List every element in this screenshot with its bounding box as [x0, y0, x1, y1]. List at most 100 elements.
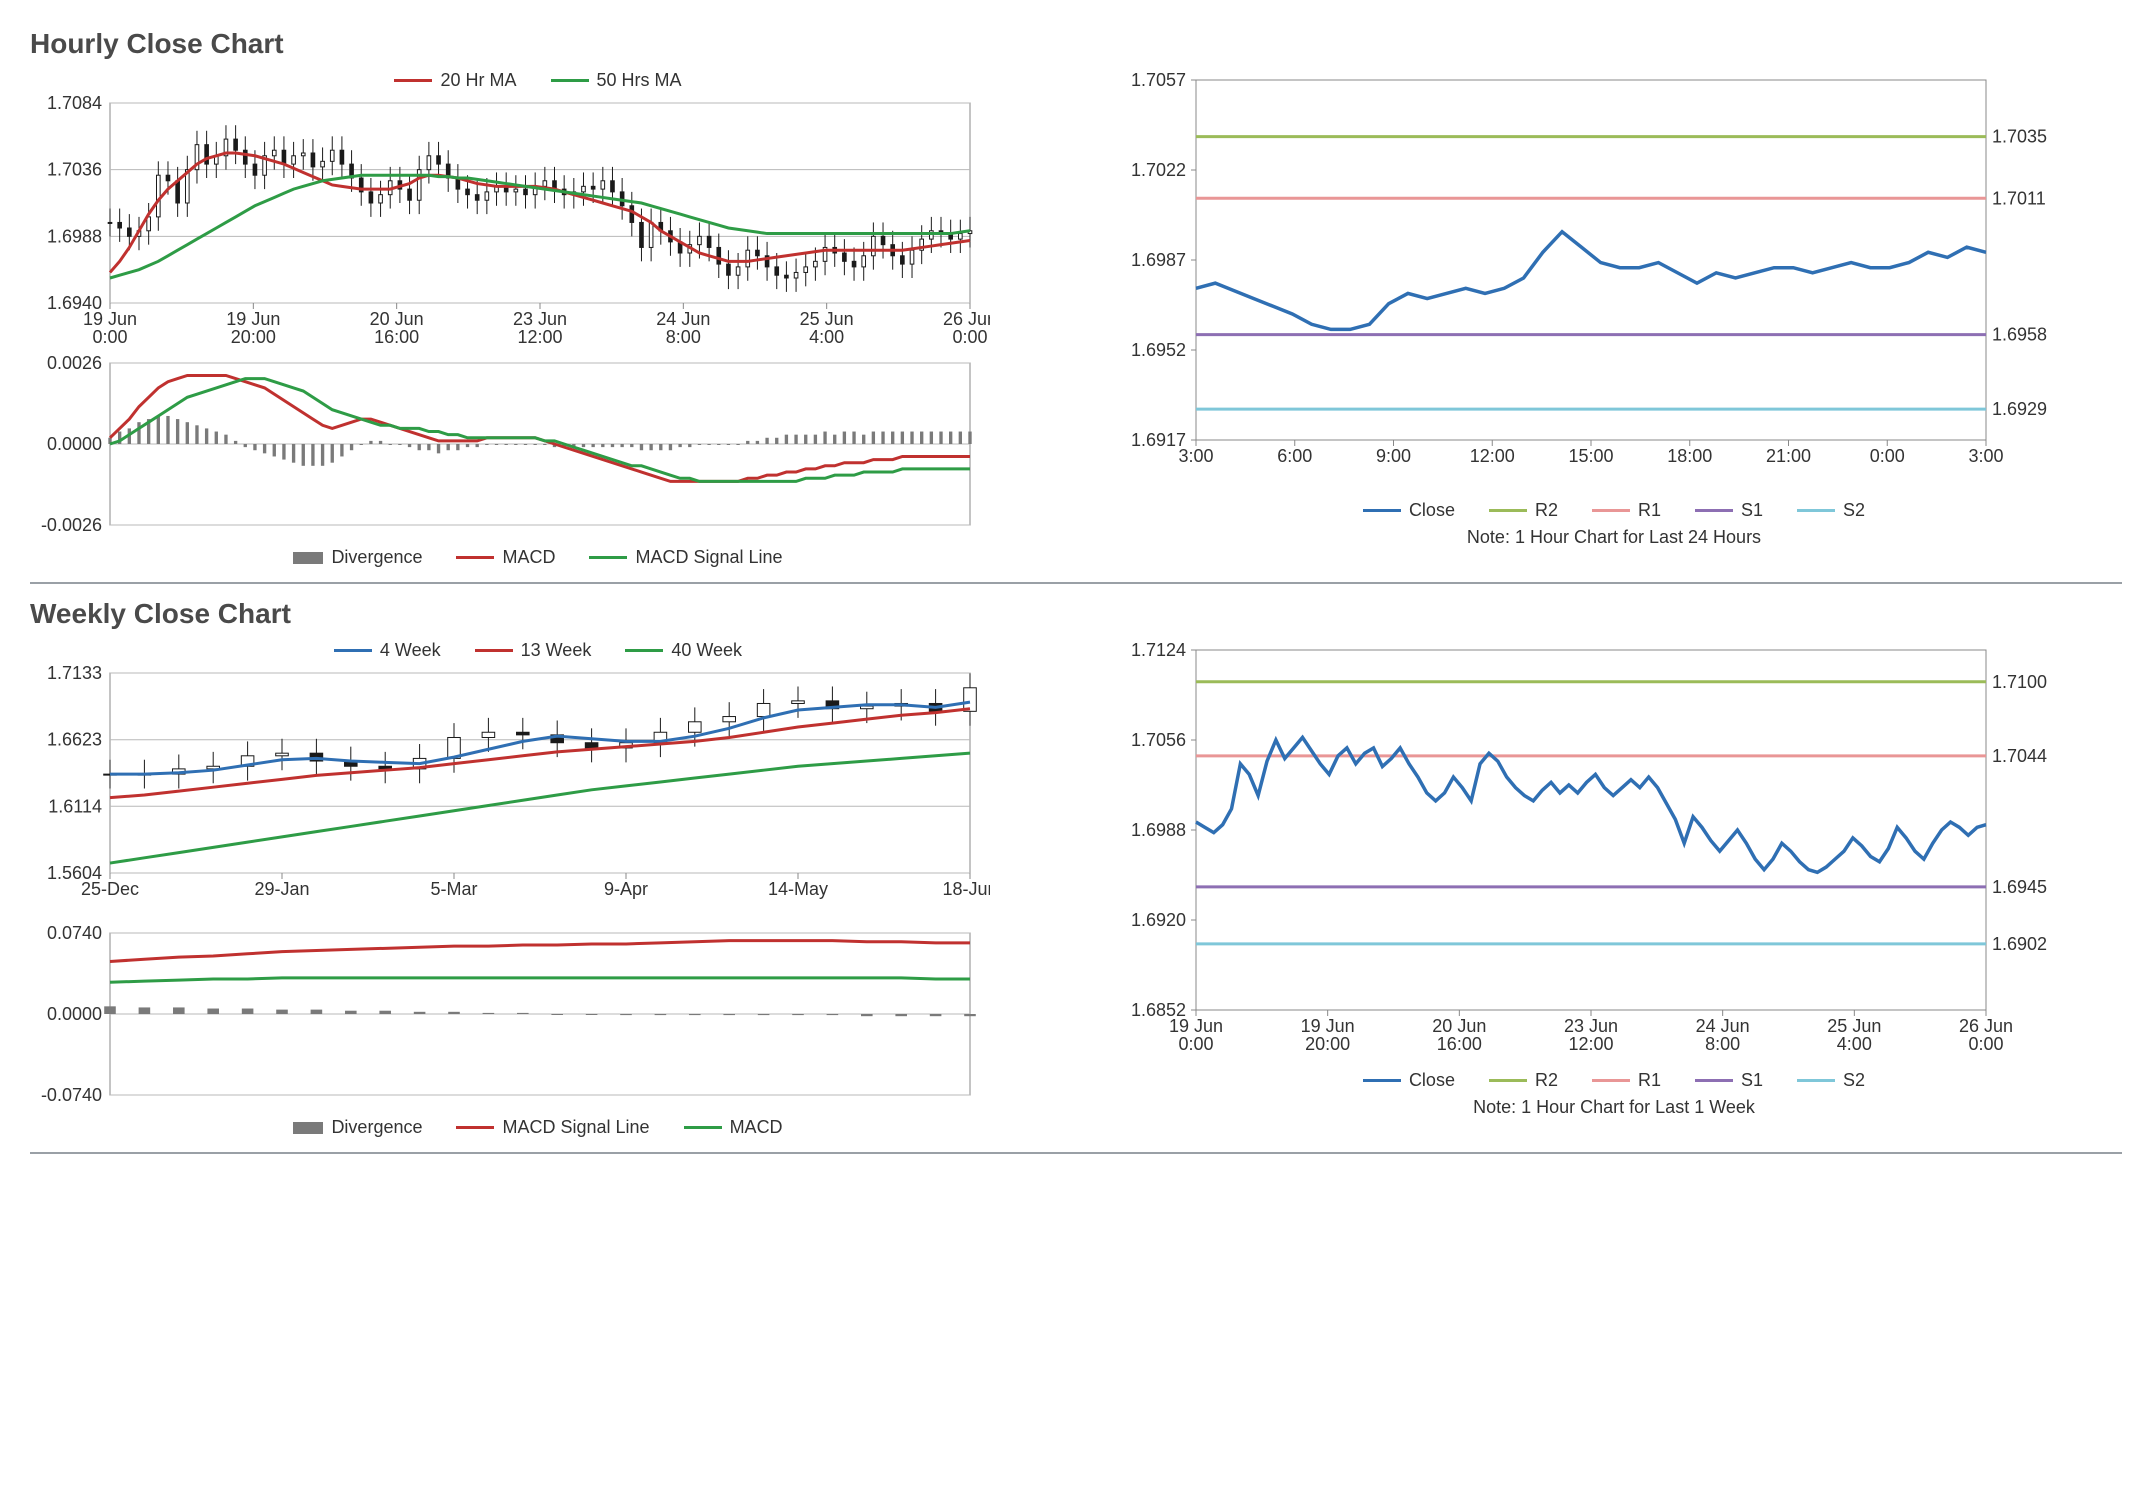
legend-swatch — [625, 649, 663, 652]
legend-item: S2 — [1797, 1070, 1865, 1091]
svg-text:9:00: 9:00 — [1376, 446, 1411, 466]
legend-item: 13 Week — [475, 640, 592, 661]
svg-text:1.6988: 1.6988 — [47, 226, 102, 246]
legend-swatch — [293, 1122, 323, 1134]
svg-text:1.6987: 1.6987 — [1131, 250, 1186, 270]
legend-label: 4 Week — [380, 640, 441, 661]
hourly-macd-legend: DivergenceMACDMACD Signal Line — [30, 547, 1046, 568]
svg-text:8:00: 8:00 — [1705, 1034, 1740, 1054]
svg-text:4:00: 4:00 — [809, 327, 844, 347]
weekly-ma-legend: 4 Week 13 Week 40 Week — [30, 640, 1046, 661]
svg-text:24 Jun: 24 Jun — [1696, 1016, 1750, 1036]
svg-text:25 Jun: 25 Jun — [800, 309, 854, 329]
legend-swatch — [1695, 1079, 1733, 1082]
legend-swatch — [456, 556, 494, 559]
svg-text:1.7057: 1.7057 — [1131, 70, 1186, 90]
svg-text:1.6920: 1.6920 — [1131, 910, 1186, 930]
weekly-price-chart: 1.56041.61141.66231.713325-Dec29-Jan5-Ma… — [30, 663, 1046, 923]
svg-text:1.6945: 1.6945 — [1992, 877, 2047, 897]
svg-text:1.6902: 1.6902 — [1992, 934, 2047, 954]
svg-text:1.6929: 1.6929 — [1992, 399, 2047, 419]
svg-text:29-Jan: 29-Jan — [254, 879, 309, 899]
legend-item: MACD — [684, 1117, 783, 1138]
weekly-levels-note: Note: 1 Hour Chart for Last 1 Week — [1106, 1097, 2122, 1118]
hourly-price-chart: 1.69401.69881.70361.708419 Jun0:0019 Jun… — [30, 93, 1046, 353]
legend-label: S1 — [1741, 500, 1763, 521]
svg-text:1.6623: 1.6623 — [47, 730, 102, 750]
svg-text:1.7044: 1.7044 — [1992, 746, 2047, 766]
legend-label: MACD — [730, 1117, 783, 1138]
legend-label: S2 — [1843, 1070, 1865, 1091]
svg-text:0:00: 0:00 — [1968, 1034, 2003, 1054]
legend-swatch — [1489, 1079, 1527, 1082]
svg-text:0:00: 0:00 — [1870, 446, 1905, 466]
svg-text:0.0740: 0.0740 — [47, 923, 102, 943]
svg-text:1.7011: 1.7011 — [1992, 188, 2046, 208]
hourly-section: Hourly Close Chart 20 Hr MA50 Hrs MA 1.6… — [30, 28, 2122, 570]
legend-label: 50 Hrs MA — [597, 70, 682, 91]
svg-text:24 Jun: 24 Jun — [656, 309, 710, 329]
svg-text:0.0026: 0.0026 — [47, 353, 102, 373]
legend-item: Divergence — [293, 1117, 422, 1138]
svg-text:18:00: 18:00 — [1667, 446, 1712, 466]
legend-item: MACD Signal Line — [589, 547, 782, 568]
legend-label: MACD Signal Line — [635, 547, 782, 568]
legend-label: Close — [1409, 500, 1455, 521]
svg-text:19 Jun: 19 Jun — [1301, 1016, 1355, 1036]
svg-text:23 Jun: 23 Jun — [1564, 1016, 1618, 1036]
svg-text:18-Jun: 18-Jun — [942, 879, 990, 899]
legend-swatch — [1695, 509, 1733, 512]
legend-item: R2 — [1489, 500, 1558, 521]
legend-item: Close — [1363, 500, 1455, 521]
svg-text:4:00: 4:00 — [1837, 1034, 1872, 1054]
legend-label: R2 — [1535, 1070, 1558, 1091]
legend-label: S1 — [1741, 1070, 1763, 1091]
svg-text:1.7124: 1.7124 — [1131, 640, 1186, 660]
legend-swatch — [475, 649, 513, 652]
legend-item: MACD — [456, 547, 555, 568]
legend-swatch — [1363, 1079, 1401, 1082]
legend-item: R2 — [1489, 1070, 1558, 1091]
legend-item: 50 Hrs MA — [551, 70, 682, 91]
legend-item: S2 — [1797, 500, 1865, 521]
legend-label: S2 — [1843, 500, 1865, 521]
svg-text:26 Jun: 26 Jun — [943, 309, 990, 329]
svg-text:1.7035: 1.7035 — [1992, 127, 2047, 147]
svg-text:23 Jun: 23 Jun — [513, 309, 567, 329]
svg-text:8:00: 8:00 — [666, 327, 701, 347]
legend-swatch — [334, 649, 372, 652]
weekly-section: Weekly Close Chart 4 Week13 Week40 Week … — [30, 598, 2122, 1140]
svg-text:19 Jun: 19 Jun — [1169, 1016, 1223, 1036]
legend-label: 13 Week — [521, 640, 592, 661]
legend-item: 20 Hr MA — [394, 70, 516, 91]
legend-swatch — [1592, 1079, 1630, 1082]
legend-swatch — [551, 79, 589, 82]
svg-text:16:00: 16:00 — [374, 327, 419, 347]
weekly-title: Weekly Close Chart — [30, 598, 2122, 630]
legend-label: 40 Week — [671, 640, 742, 661]
svg-text:1.6958: 1.6958 — [1992, 325, 2047, 345]
weekly-macd-legend: DivergenceMACD Signal LineMACD — [30, 1117, 1046, 1138]
legend-swatch — [1592, 509, 1630, 512]
hourly-levels-chart: 1.69171.69521.69871.70221.70573:006:009:… — [1106, 66, 2122, 496]
legend-label: R2 — [1535, 500, 1558, 521]
svg-text:1.7036: 1.7036 — [47, 160, 102, 180]
section-divider — [30, 582, 2122, 584]
legend-item: S1 — [1695, 500, 1763, 521]
svg-text:1.6952: 1.6952 — [1131, 340, 1186, 360]
svg-text:1.7022: 1.7022 — [1131, 160, 1186, 180]
svg-text:-0.0026: -0.0026 — [41, 515, 102, 535]
legend-item: 4 Week — [334, 640, 441, 661]
svg-text:25 Jun: 25 Jun — [1827, 1016, 1881, 1036]
legend-item: R1 — [1592, 1070, 1661, 1091]
hourly-levels-legend: Close R2 R1 S1 S2 — [1106, 500, 2122, 521]
legend-label: Divergence — [331, 1117, 422, 1138]
legend-item: R1 — [1592, 500, 1661, 521]
legend-item: Close — [1363, 1070, 1455, 1091]
svg-text:1.7084: 1.7084 — [47, 93, 102, 113]
svg-text:25-Dec: 25-Dec — [81, 879, 139, 899]
svg-text:19 Jun: 19 Jun — [83, 309, 137, 329]
svg-text:0:00: 0:00 — [92, 327, 127, 347]
svg-text:3:00: 3:00 — [1968, 446, 2003, 466]
svg-text:1.7133: 1.7133 — [47, 663, 102, 683]
